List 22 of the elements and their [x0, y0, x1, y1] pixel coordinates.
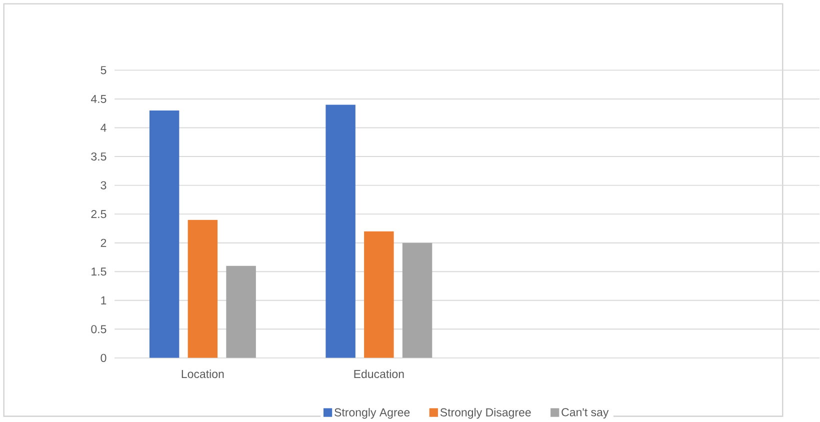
bar — [149, 110, 180, 358]
y-tick-label: 2 — [100, 238, 106, 247]
bar — [188, 220, 218, 358]
legend-label: Can't say — [562, 408, 609, 419]
legend-label: Strongly Agree — [334, 408, 410, 419]
y-tick-label: 3 — [100, 181, 106, 190]
y-tick-label: 4.5 — [90, 95, 106, 104]
y-tick-label: 1.5 — [92, 268, 106, 276]
x-tick-label: Education — [354, 370, 404, 378]
bar — [364, 231, 394, 358]
y-tick-label: 4 — [100, 124, 106, 132]
x-tick-label: Location — [182, 370, 224, 378]
y-tick-label: 5 — [100, 66, 106, 74]
bar — [226, 266, 256, 358]
y-tick-label: 0 — [100, 354, 106, 362]
y-tick-label: 3.5 — [91, 152, 106, 161]
bar — [402, 242, 432, 358]
y-tick-label: 0.5 — [91, 325, 106, 334]
y-tick-label: 1 — [101, 296, 106, 304]
legend-label: Strongly Disagree — [440, 408, 531, 419]
bar — [326, 104, 356, 358]
y-tick-label: 2.5 — [91, 210, 106, 218]
